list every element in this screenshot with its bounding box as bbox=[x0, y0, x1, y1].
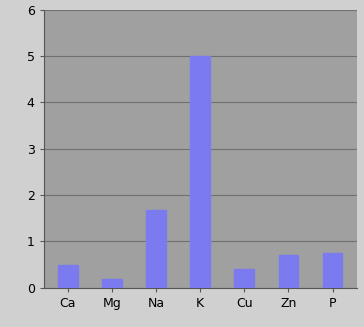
Bar bbox=[190, 56, 210, 288]
Bar bbox=[323, 253, 343, 288]
Bar bbox=[278, 255, 298, 288]
Bar bbox=[146, 210, 166, 288]
Bar bbox=[58, 265, 78, 288]
Bar bbox=[234, 269, 254, 288]
Bar bbox=[102, 279, 122, 288]
